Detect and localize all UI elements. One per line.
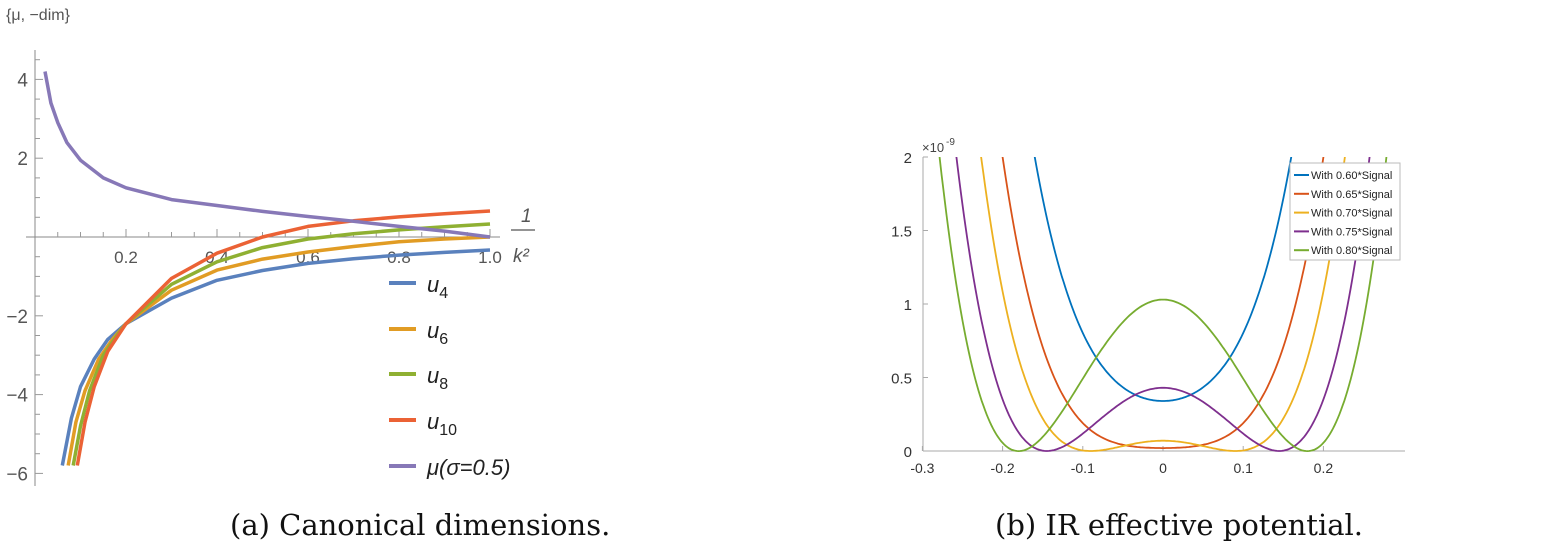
x-tick-label-a: 0.2 [114, 248, 138, 267]
legend-subscript: 6 [439, 331, 448, 348]
caption-b: (b) IR effective potential. [995, 508, 1364, 542]
y-tick-label-a: −4 [6, 386, 28, 407]
legend-label-a: u10 [427, 409, 457, 439]
series-line-0.60 [1033, 157, 1293, 402]
legend-label-b: With 0.75*Signal [1311, 226, 1392, 238]
y-multiplier: ×10 [922, 140, 944, 155]
y-tick-label-b: 0 [904, 444, 912, 461]
legend-label-a: u6 [427, 318, 448, 348]
legend-label-b: With 0.60*Signal [1311, 170, 1392, 182]
legend-label-a: u8 [427, 363, 448, 393]
caption-a: (a) Canonical dimensions. [230, 508, 611, 542]
legend-subscript: 10 [439, 422, 457, 439]
legend-label-b: With 0.70*Signal [1311, 208, 1392, 220]
series-line-0.70 [980, 157, 1346, 452]
y-tick-label-a: −6 [6, 464, 28, 485]
legend-label-b: With 0.65*Signal [1311, 189, 1392, 201]
x-tick-label-b: 0.1 [1233, 460, 1253, 476]
x-tick-label-b: 0.2 [1314, 460, 1334, 476]
series-line-u10 [75, 209, 491, 466]
x-tick-label-b: 0 [1159, 460, 1167, 476]
y-tick-label-a: 4 [17, 70, 28, 91]
series-line-u8 [71, 222, 491, 466]
series-line-u4 [60, 248, 491, 466]
legend-label-a: u4 [427, 272, 448, 302]
series-line-0.80 [938, 157, 1388, 453]
x-axis-label-num-a: 1 [521, 206, 532, 227]
x-tick-label-a: 0.8 [387, 248, 411, 267]
legend-box-b [1289, 162, 1401, 261]
legend-label-b: With 0.80*Signal [1311, 245, 1392, 257]
x-tick-label-b: -0.3 [910, 460, 934, 476]
y-tick-label-a: 2 [17, 149, 28, 170]
series-line-μ(σ=0.5) [43, 71, 491, 239]
series-line-0.65 [1001, 157, 1325, 449]
x-tick-label-b: -0.2 [991, 460, 1015, 476]
x-tick-label-b: -0.1 [1071, 460, 1095, 476]
y-tick-label-b: 1.5 [891, 224, 912, 241]
y-tick-label-b: 2 [904, 150, 912, 167]
y-multiplier-exp: -9 [946, 137, 955, 148]
y-axis-label-a: {μ, −dim} [6, 7, 71, 24]
legend-label-a: μ(σ=0.5) [426, 455, 510, 480]
series-line-u6 [66, 235, 491, 466]
series-line-0.75 [955, 157, 1371, 452]
y-tick-label-b: 1 [904, 297, 912, 314]
x-tick-label-a: 1.0 [478, 248, 502, 267]
x-axis-label-den-a: k² [513, 246, 530, 267]
y-tick-label-b: 0.5 [891, 371, 912, 388]
legend-subscript: 8 [439, 376, 448, 393]
y-tick-label-a: −2 [6, 307, 28, 328]
legend-subscript: 4 [439, 285, 448, 302]
